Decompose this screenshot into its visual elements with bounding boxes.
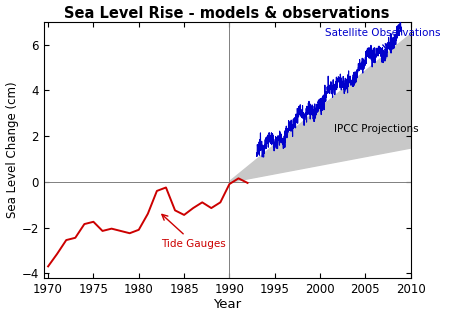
Y-axis label: Sea Level Change (cm): Sea Level Change (cm) xyxy=(5,81,18,218)
Text: IPCC Projections: IPCC Projections xyxy=(334,124,418,134)
Text: Satellite Observations: Satellite Observations xyxy=(324,28,440,49)
Text: Tide Gauges: Tide Gauges xyxy=(162,214,226,249)
Title: Sea Level Rise - models & observations: Sea Level Rise - models & observations xyxy=(64,6,390,21)
X-axis label: Year: Year xyxy=(213,298,241,311)
